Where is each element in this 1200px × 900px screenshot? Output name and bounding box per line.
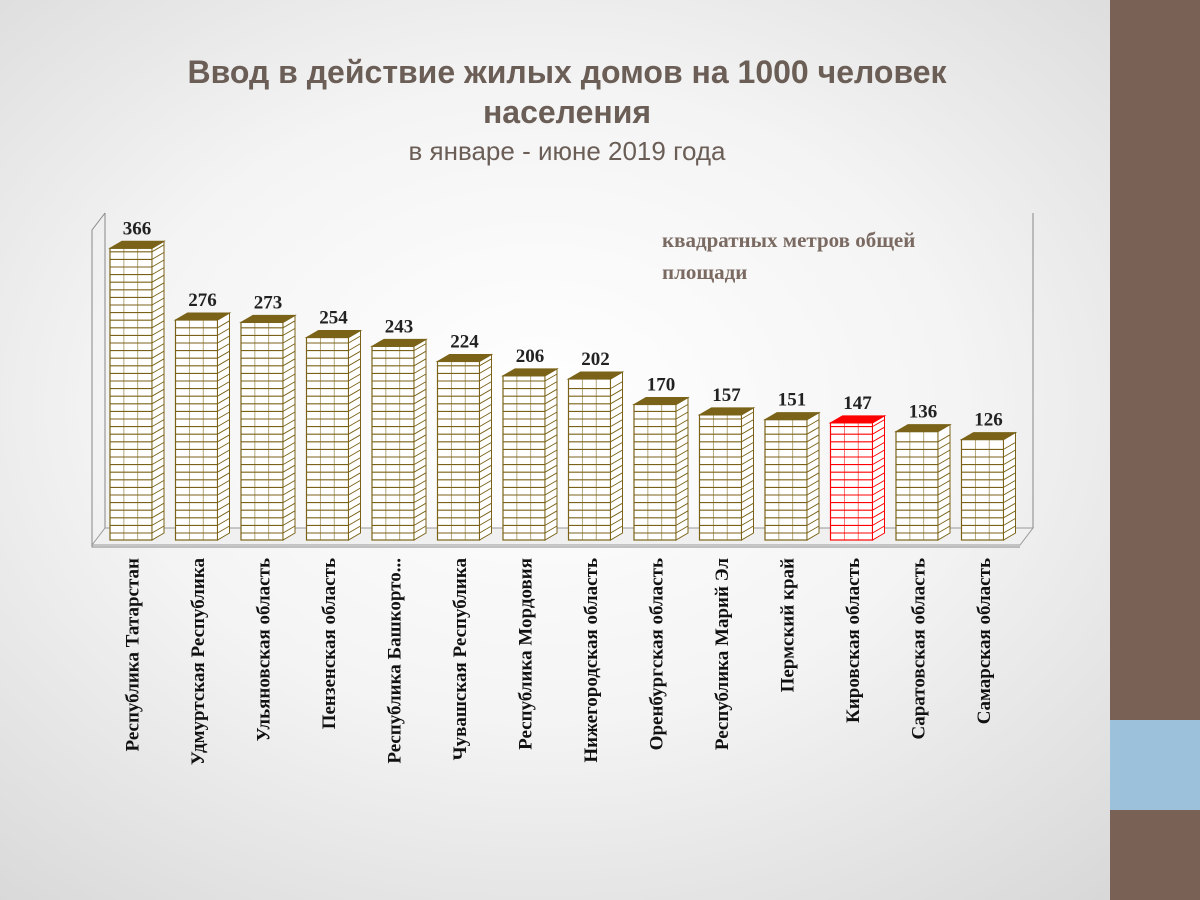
value-label-1: 366 bbox=[123, 218, 152, 239]
category-labels-group: Республика Татарстан Удмуртская Республик… bbox=[122, 558, 995, 766]
category-label-13: Саратовская область bbox=[908, 558, 929, 740]
bar-5 bbox=[370, 338, 428, 541]
category-label-1: Республика Татарстан bbox=[122, 558, 143, 752]
bar-4 bbox=[304, 329, 363, 541]
category-label-5: Республика Башкорто... bbox=[384, 558, 405, 764]
bar-10 bbox=[697, 407, 756, 541]
bar-14 bbox=[959, 431, 1018, 541]
category-label-8: Нижегородская область bbox=[581, 558, 602, 763]
value-label-14: 126 bbox=[974, 410, 1003, 431]
title-block: Ввод в действие жилых домов на 1000 чело… bbox=[0, 52, 1134, 168]
value-labels-group: 366 276 273 254 243 224 206 202 170 157 151 147 136 1… bbox=[123, 218, 1003, 430]
bar-9 bbox=[632, 396, 690, 541]
value-label-11: 151 bbox=[778, 390, 807, 411]
category-label-4: Пензенская область bbox=[319, 558, 340, 729]
bar-7 bbox=[501, 367, 559, 541]
chart-title-line2: населения bbox=[482, 94, 652, 130]
value-label-2: 276 bbox=[188, 290, 217, 311]
bar-6 bbox=[435, 353, 494, 541]
bar-1 bbox=[108, 240, 166, 541]
side-decoration-strip bbox=[1110, 0, 1200, 900]
category-label-3: Ульяновская область bbox=[253, 558, 274, 741]
bar-3 bbox=[239, 314, 297, 541]
bar-8 bbox=[566, 371, 625, 541]
bar-2 bbox=[173, 312, 232, 541]
category-label-9: Оренбургская область bbox=[646, 558, 667, 750]
category-label-11: Пермский край bbox=[777, 558, 798, 692]
bar-11 bbox=[763, 411, 821, 541]
category-label-6: Чувашская Республика bbox=[450, 558, 471, 761]
category-label-7: Республика Мордовия bbox=[515, 558, 536, 750]
category-label-10: Республика Марий Эл bbox=[712, 558, 733, 750]
chart-title-line1: Ввод в действие жилых домов на 1000 чело… bbox=[187, 54, 947, 90]
bar-12 bbox=[828, 414, 887, 541]
bar-13 bbox=[894, 423, 952, 541]
category-label-2: Удмуртская Республика bbox=[188, 558, 209, 766]
bar-chart: 366 276 273 254 243 224 206 202 170 157 151 147 136 1… bbox=[90, 212, 1035, 766]
chart-title: Ввод в действие жилых домов на 1000 чело… bbox=[0, 52, 1134, 132]
category-label-12: Кировская область bbox=[843, 558, 864, 723]
side-blue-band bbox=[1110, 720, 1200, 810]
value-label-4: 254 bbox=[319, 308, 348, 329]
value-label-9: 170 bbox=[647, 375, 676, 396]
category-label-14: Самарская область bbox=[974, 558, 995, 724]
value-label-8: 202 bbox=[581, 349, 610, 370]
value-label-3: 273 bbox=[254, 292, 283, 313]
value-label-12: 147 bbox=[843, 393, 872, 414]
value-label-7: 206 bbox=[516, 346, 545, 367]
value-label-10: 157 bbox=[712, 385, 741, 406]
bars-group bbox=[108, 240, 1018, 541]
value-label-6: 224 bbox=[450, 331, 479, 352]
value-label-5: 243 bbox=[385, 316, 414, 337]
unit-note: квадратных метров общей площади bbox=[662, 228, 916, 284]
value-label-13: 136 bbox=[909, 402, 938, 423]
chart-subtitle: в январе - июне 2019 года bbox=[408, 136, 726, 166]
